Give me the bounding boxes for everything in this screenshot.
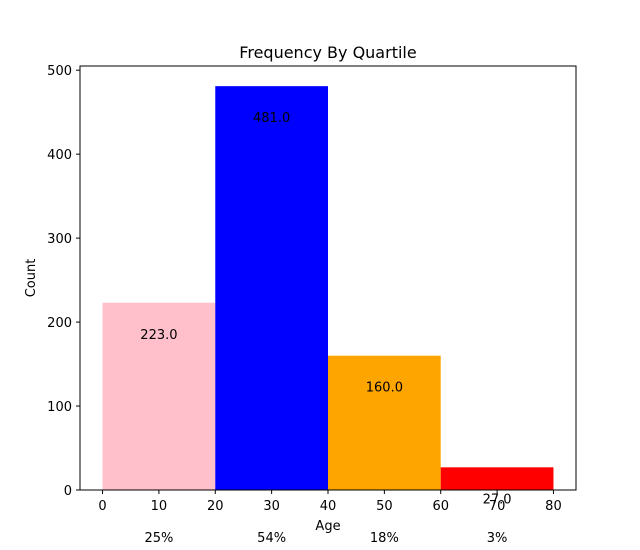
bar-percent-label-3: 3%	[487, 531, 508, 546]
x-tick-label-2: 20	[207, 499, 224, 514]
bar-1	[215, 86, 328, 490]
percent-labels: 25% 54% 18% 3%	[144, 531, 507, 546]
bar-2	[328, 355, 441, 490]
bar-percent-label-2: 18%	[370, 531, 399, 546]
bar-3	[440, 467, 554, 490]
x-tick-label-0: 0	[98, 499, 106, 514]
x-axis: 0 10 20 30 40 50 60 70 80	[98, 490, 562, 514]
y-tick-label-4: 400	[47, 148, 72, 163]
y-tick-label-0: 0	[64, 484, 72, 499]
y-tick-label-3: 300	[47, 232, 72, 247]
y-tick-label-5: 500	[47, 64, 72, 79]
bar-percent-label-1: 54%	[257, 531, 286, 546]
bar-labels: 223.0 481.0 160.0 27.0	[140, 111, 511, 507]
y-axis: 0 100 200 300 400 500	[47, 64, 80, 499]
x-tick-label-5: 50	[376, 499, 393, 514]
bar-value-label-2: 160.0	[366, 381, 403, 396]
y-axis-label: Count	[24, 259, 39, 298]
bar-percent-label-0: 25%	[144, 531, 173, 546]
x-tick-label-8: 80	[545, 499, 562, 514]
x-tick-label-3: 30	[263, 499, 280, 514]
y-tick-label-2: 200	[47, 316, 72, 331]
bar-value-label-1: 481.0	[253, 111, 290, 126]
x-tick-label-6: 60	[432, 499, 449, 514]
x-tick-label-1: 10	[151, 499, 168, 514]
bar-value-label-0: 223.0	[140, 328, 177, 343]
x-tick-label-7: 70	[489, 499, 506, 514]
bar-0	[102, 302, 216, 490]
x-tick-label-4: 40	[320, 499, 337, 514]
bar-value-label-3: 27.0	[483, 492, 512, 507]
bars-layer	[102, 86, 554, 490]
x-axis-label: Age	[315, 519, 340, 534]
y-tick-label-1: 100	[47, 400, 72, 415]
chart-title: Frequency By Quartile	[239, 43, 416, 62]
